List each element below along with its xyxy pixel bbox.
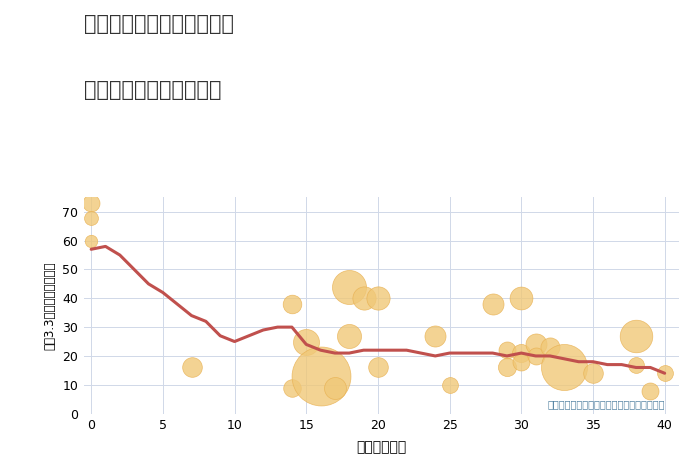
- Point: [329, 384, 340, 392]
- Point: [645, 387, 656, 394]
- Point: [186, 364, 197, 371]
- Point: [516, 295, 527, 302]
- Point: [487, 300, 498, 308]
- Point: [85, 237, 97, 244]
- Point: [372, 364, 384, 371]
- Y-axis label: 坪（3.3㎡）単価（万円）: 坪（3.3㎡）単価（万円）: [44, 261, 57, 350]
- Point: [545, 344, 556, 351]
- Text: 兵庫県豊岡市但東町相田の: 兵庫県豊岡市但東町相田の: [84, 14, 234, 34]
- Point: [516, 349, 527, 357]
- Point: [501, 364, 512, 371]
- Point: [85, 199, 97, 207]
- Point: [344, 332, 355, 339]
- Point: [300, 338, 312, 345]
- Point: [631, 332, 642, 339]
- Point: [358, 295, 369, 302]
- Point: [444, 381, 455, 389]
- Text: 築年数別中古戸建て価格: 築年数別中古戸建て価格: [84, 80, 221, 100]
- Text: 円の大きさは、取引のあった物件面積を示す: 円の大きさは、取引のあった物件面積を示す: [547, 400, 665, 409]
- Point: [587, 369, 598, 377]
- Point: [372, 295, 384, 302]
- Point: [286, 384, 297, 392]
- Point: [85, 214, 97, 221]
- Point: [659, 369, 671, 377]
- Point: [344, 283, 355, 290]
- Point: [530, 352, 541, 360]
- Point: [315, 372, 326, 380]
- X-axis label: 築年数（年）: 築年数（年）: [356, 440, 407, 454]
- Point: [631, 361, 642, 368]
- Point: [516, 358, 527, 366]
- Point: [530, 341, 541, 348]
- Point: [501, 346, 512, 354]
- Point: [559, 364, 570, 371]
- Point: [430, 332, 441, 339]
- Point: [286, 300, 297, 308]
